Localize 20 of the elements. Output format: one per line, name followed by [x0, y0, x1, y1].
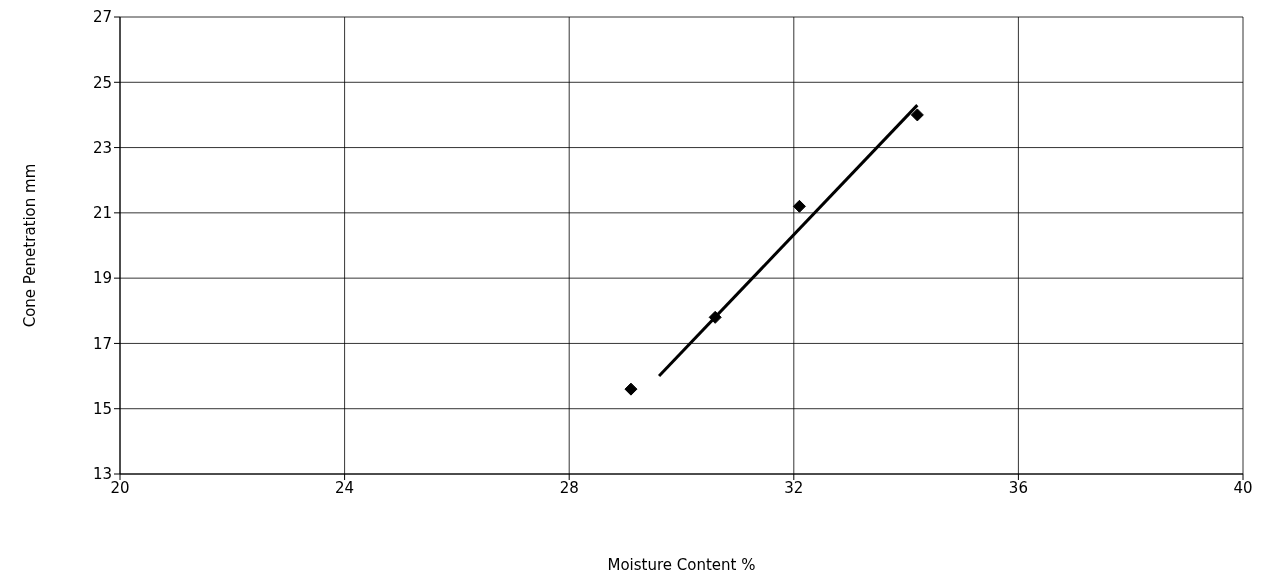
point: [910, 108, 924, 122]
y-axis-title: Cone Penetration mm: [21, 163, 40, 328]
x-tick-label: 24: [335, 478, 355, 497]
y-tick-label: 21: [92, 204, 112, 223]
y-tick-label: 19: [92, 269, 112, 288]
y-tick-label: 23: [92, 138, 112, 157]
point: [792, 199, 806, 213]
x-tick-label: 32: [784, 478, 804, 497]
x-tick-label: 36: [1008, 478, 1028, 497]
y-tick-label: 17: [92, 334, 112, 353]
x-axis-title: Moisture Content %: [607, 556, 756, 574]
point: [624, 382, 638, 396]
y-tick-label: 15: [92, 400, 112, 419]
x-tick-label: 40: [1233, 478, 1253, 497]
y-tick-label: 25: [92, 73, 112, 92]
x-tick-label: 20: [110, 478, 130, 497]
y-tick-label: 27: [92, 8, 112, 27]
x-tick-label: 28: [559, 478, 579, 497]
point: [708, 310, 722, 324]
y-tick-label: 13: [92, 465, 112, 484]
